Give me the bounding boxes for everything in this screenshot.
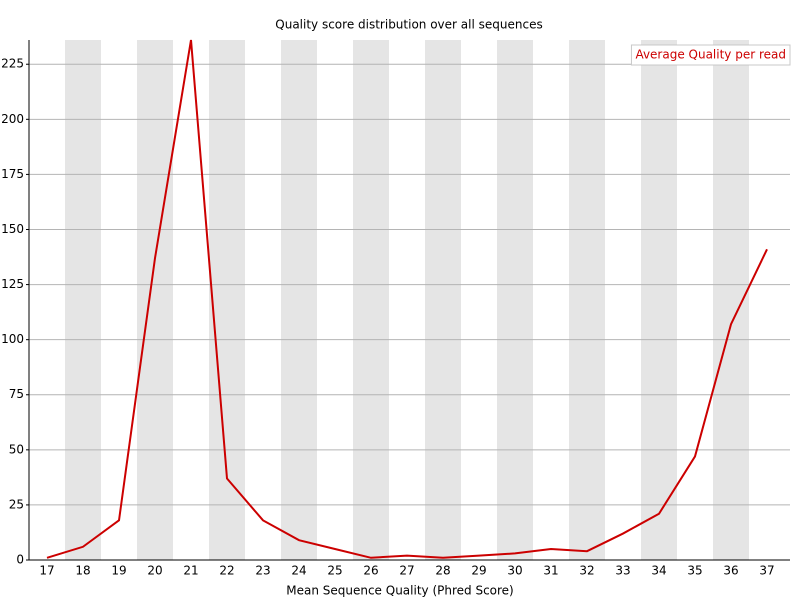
legend-label: Average Quality per read [635, 48, 786, 62]
x-tick-label: 33 [615, 564, 630, 578]
y-tick-label: 0 [16, 553, 24, 567]
x-tick-label: 22 [219, 564, 234, 578]
band [281, 40, 317, 560]
y-tick-label: 200 [1, 112, 24, 126]
y-tick-label: 150 [1, 222, 24, 236]
band [641, 40, 677, 560]
y-tick-label: 50 [9, 442, 24, 456]
y-tick-label: 100 [1, 332, 24, 346]
chart-title: Quality score distribution over all sequ… [275, 18, 542, 32]
legend-box [630, 44, 791, 66]
x-tick-label: 20 [147, 564, 162, 578]
y-tick-label: 175 [1, 167, 24, 181]
band [137, 40, 173, 560]
x-tick-label: 25 [327, 564, 342, 578]
line [46, 39, 768, 559]
x-tick-label: 37 [759, 564, 774, 578]
y-tick-label: 75 [9, 387, 24, 401]
x-tick-label: 35 [687, 564, 702, 578]
band [497, 40, 533, 560]
x-tick-label: 30 [507, 564, 522, 578]
x-tick-label: 26 [363, 564, 378, 578]
x-tick-label: 31 [543, 564, 558, 578]
x-tick-label: 18 [75, 564, 90, 578]
x-tick-label: 28 [435, 564, 450, 578]
band [425, 40, 461, 560]
y-tick-label: 225 [1, 57, 24, 71]
x-tick-label: 17 [39, 564, 54, 578]
x-tick-label: 27 [399, 564, 414, 578]
band [353, 40, 389, 560]
band [569, 40, 605, 560]
x-axis-label: Mean Sequence Quality (Phred Score) [286, 584, 514, 598]
band [209, 40, 245, 560]
band [65, 40, 101, 560]
x-tick-label: 34 [651, 564, 666, 578]
x-tick-label: 32 [579, 564, 594, 578]
y-tick-label: 25 [9, 497, 24, 511]
x-tick-label: 24 [291, 564, 306, 578]
y-tick-label: 125 [1, 277, 24, 291]
x-tick-label: 36 [723, 564, 738, 578]
x-tick-label: 21 [183, 564, 198, 578]
x-tick-label: 29 [471, 564, 486, 578]
x-tick-label: 23 [255, 564, 270, 578]
x-tick-label: 19 [111, 564, 126, 578]
